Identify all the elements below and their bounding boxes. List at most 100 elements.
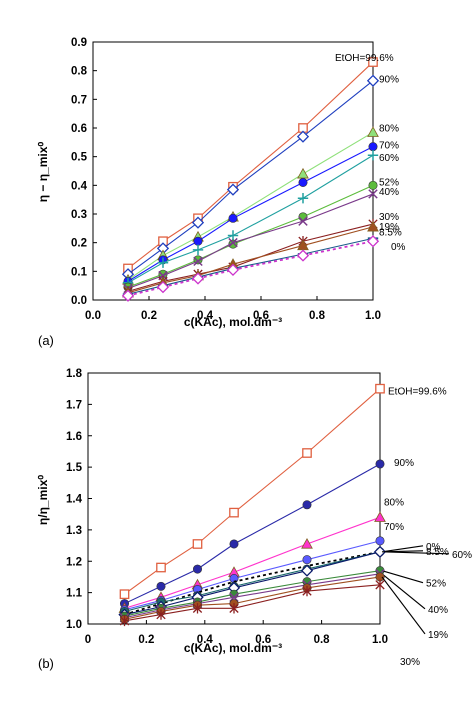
data-point (368, 142, 378, 152)
data-point (298, 216, 308, 226)
data-point (298, 177, 308, 187)
data-point (229, 539, 239, 549)
data-point (366, 74, 380, 87)
data-point (228, 237, 238, 248)
series-label: 70% (384, 522, 404, 533)
series-label: 8.5% (379, 227, 402, 238)
data-point (193, 564, 203, 574)
series-label: 0% (391, 242, 406, 253)
panel-label: (b) (38, 656, 54, 671)
x-axis-label: c(KAc), mol.dm⁻³ (184, 315, 282, 329)
data-point (191, 272, 205, 285)
x-tick-label: 0.8 (314, 634, 331, 646)
series-line (124, 516, 381, 609)
y-tick-label: 0.6 (71, 123, 87, 135)
data-point (227, 230, 239, 241)
data-point (375, 383, 385, 394)
y-tick-label: 0.1 (71, 266, 88, 278)
series-30-: 30% (119, 579, 420, 668)
chart-panel-a: 0.0 0.1 0.2 0.3 0.4 0.5 0.6 0.7 0.8 0.9 0.0 0.2 0.4 0… (36, 37, 406, 348)
data-point (121, 289, 135, 302)
series-label: 40% (379, 187, 399, 198)
series-label: 52% (379, 177, 399, 188)
y-tick-label: 0.0 (71, 295, 87, 307)
series-line (124, 463, 381, 605)
data-point (229, 603, 239, 614)
x-tick-label: 0.8 (309, 310, 326, 322)
y-tick-label: 1.4 (66, 494, 83, 506)
data-point (302, 555, 312, 565)
series-0-: 0% (121, 235, 406, 302)
x-tick-label: 0.0 (85, 310, 101, 322)
series-0-: 0% (124, 542, 441, 616)
series-line (127, 61, 374, 269)
plot-frame (92, 41, 374, 301)
series-label: 40% (428, 605, 448, 616)
data-point (367, 126, 379, 137)
x-tick-label: 0.2 (141, 310, 157, 322)
data-point (226, 183, 240, 196)
y-tick-label: 0.3 (71, 209, 87, 221)
series-line (127, 131, 374, 281)
y-tick-label: 0.4 (71, 180, 88, 192)
x-tick-label: 1.0 (372, 634, 388, 646)
series-label: 30% (379, 212, 399, 223)
leader-line (381, 545, 424, 553)
data-point (192, 244, 204, 256)
series-label: 90% (394, 458, 414, 469)
series-line (124, 584, 381, 622)
series-line (124, 570, 381, 617)
data-point (367, 220, 379, 232)
series-90-: 90% (120, 458, 414, 609)
panel-label: (a) (38, 333, 54, 348)
y-axis-label: η/η_mix⁰ (36, 475, 50, 525)
series-line (127, 226, 374, 294)
chart-panel-b: 1.0 1.1 1.2 1.3 1.4 1.5 1.6 1.7 1.8 0 0.2 0.4 0.6 0.8… (36, 368, 472, 671)
data-point (374, 511, 386, 522)
data-point (228, 213, 238, 223)
leader-line (381, 573, 426, 610)
data-point (297, 193, 309, 204)
y-tick-label: 1.3 (66, 525, 82, 537)
y-tick-label: 1.1 (66, 588, 83, 600)
x-tick-label: 0.6 (255, 634, 271, 646)
data-point (156, 280, 170, 294)
series-label: 90% (379, 75, 399, 86)
series-etoh-99-6-: EtOH=99.6% (123, 53, 394, 274)
series-line (127, 154, 374, 284)
data-point (297, 167, 309, 179)
series-line (127, 80, 374, 275)
series-label: 80% (379, 123, 399, 134)
series-line (124, 573, 381, 619)
x-tick-label: 0 (85, 634, 91, 646)
y-tick-label: 1.8 (66, 368, 83, 380)
data-point (192, 603, 203, 614)
data-point (368, 189, 378, 199)
data-point (302, 500, 312, 510)
y-tick-label: 0.5 (71, 152, 88, 164)
series-label: 30% (400, 657, 420, 668)
series-label: 60% (379, 153, 399, 164)
leader-line (381, 576, 426, 635)
series-line (124, 551, 381, 616)
series-label: EtOH=99.6% (335, 53, 394, 64)
data-point (373, 545, 387, 558)
series-label: 8.5% (426, 547, 449, 558)
y-tick-label: 1.2 (66, 556, 82, 568)
x-axis-label: c(KAc), mol.dm⁻³ (184, 641, 282, 655)
series-label: 70% (379, 141, 399, 152)
y-tick-label: 0.9 (71, 37, 87, 49)
data-point (300, 564, 314, 577)
series-label: 0% (426, 542, 441, 553)
series-line (124, 551, 381, 612)
data-point (367, 150, 379, 161)
data-point (375, 459, 385, 469)
data-point (296, 130, 310, 143)
y-axis-label: η − η_mix⁰ (36, 142, 50, 203)
data-point (119, 589, 130, 600)
series-40-: 40% (119, 569, 448, 623)
data-point (296, 249, 310, 262)
data-point (119, 615, 130, 627)
x-tick-label: 0.6 (253, 310, 269, 322)
